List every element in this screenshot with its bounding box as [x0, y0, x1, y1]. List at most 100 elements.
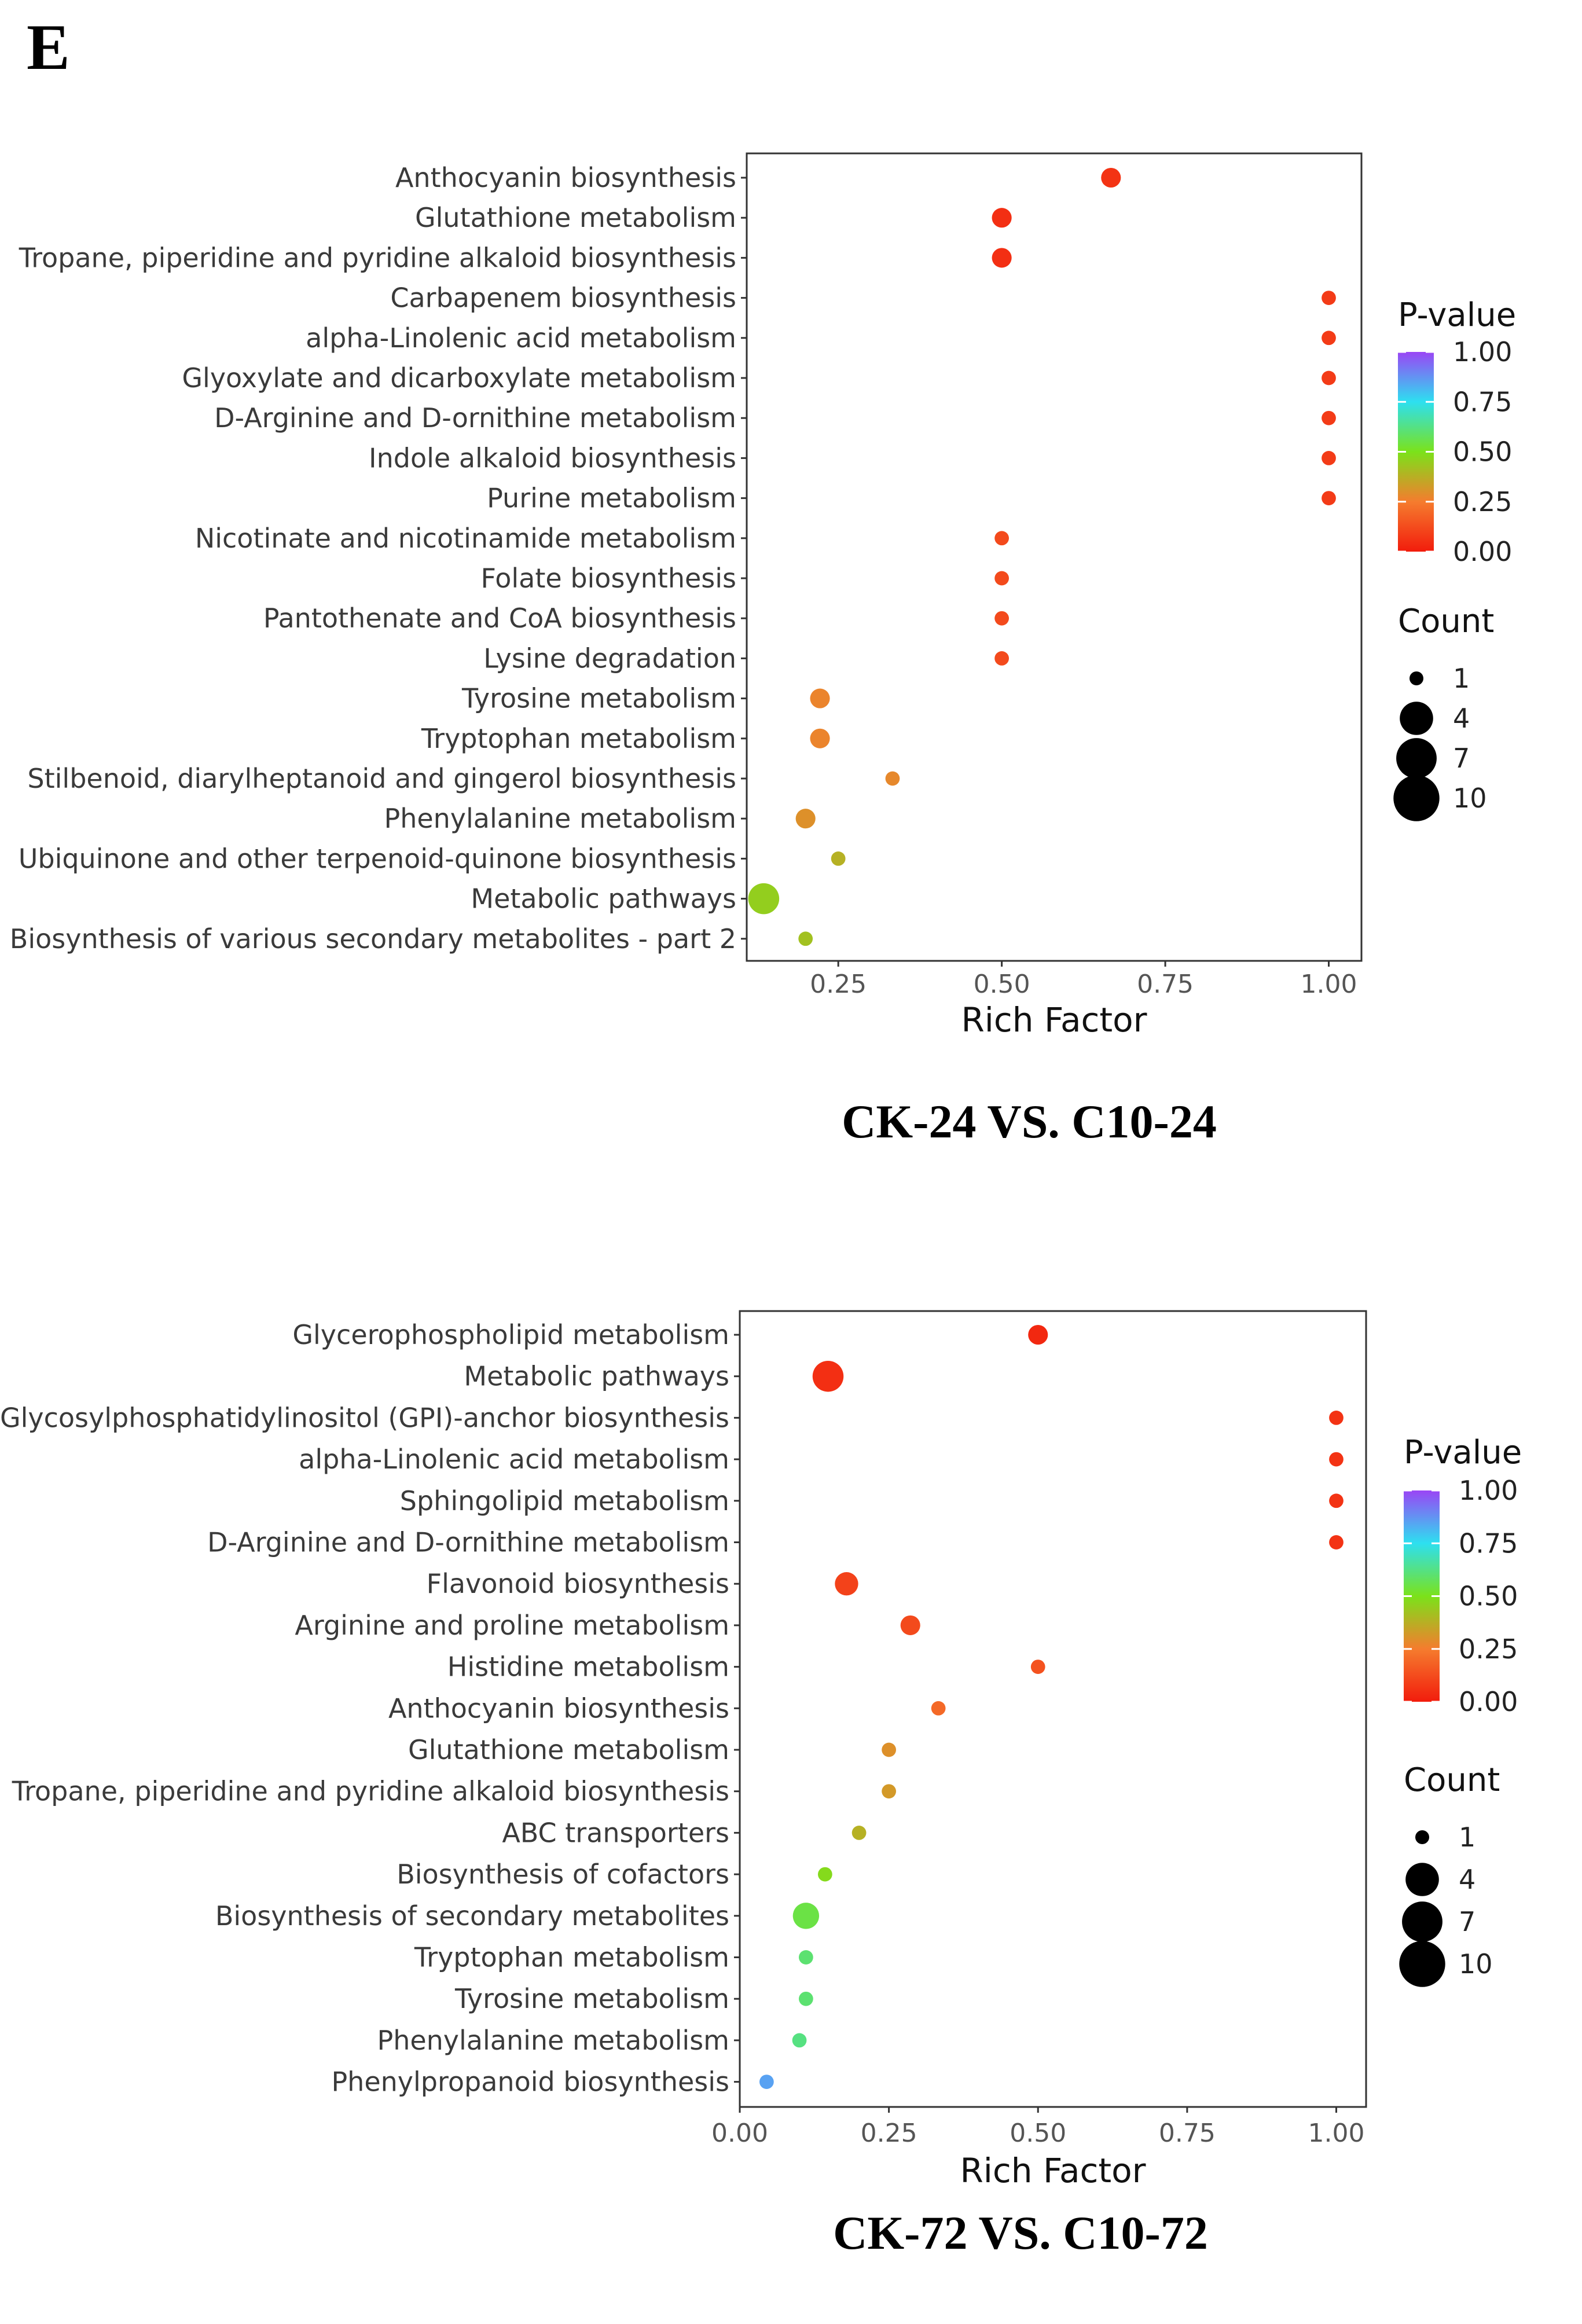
chart1-legend-count-dot [1400, 702, 1433, 735]
chart2-legend-count-dot [1402, 1901, 1442, 1942]
chart1-bubble [1322, 410, 1336, 425]
chart1-legend-count-label: 10 [1453, 783, 1487, 814]
chart2-bubble [759, 2075, 774, 2089]
chart1-bubble [1322, 370, 1336, 386]
chart2-category-label: Tropane, piperidine and pyridine alkaloi… [12, 1776, 729, 1807]
chart2-x-axis-label: Rich Factor [960, 2151, 1146, 2190]
chart1-legend-count-label: 7 [1453, 743, 1470, 774]
chart1-legend-count-dot [1393, 775, 1440, 821]
chart2-bubble [1028, 1324, 1048, 1345]
chart1-category-label: Stilbenoid, diarylheptanoid and gingerol… [27, 763, 736, 794]
chart1-category-label: Indole alkaloid biosynthesis [369, 442, 736, 473]
panel-label: E [27, 12, 70, 83]
chart1-legend-pvalue-label: 0.25 [1453, 486, 1512, 517]
chart2-legend-count-dot [1399, 1941, 1445, 1987]
chart1-category-label: Tryptophan metabolism [421, 723, 736, 754]
chart1-xtick-label: 0.75 [1137, 970, 1194, 999]
chart1-xtick-label: 0.50 [974, 970, 1030, 999]
chart2-legend-count-label: 1 [1459, 1822, 1475, 1853]
chart1-bubble [831, 851, 846, 866]
chart2-bubble [792, 1903, 820, 1929]
chart2-bubble [835, 1572, 858, 1596]
chart2-category-label: Histidine metabolism [447, 1651, 729, 1683]
chart1-category-label: Purine metabolism [487, 483, 736, 514]
chart1-category-label: Pantothenate and CoA biosynthesis [263, 603, 736, 634]
chart1-category-label: Folate biosynthesis [480, 563, 736, 594]
chart1-legend-pvalue-label: 0.50 [1453, 436, 1512, 468]
chart2-xtick-label: 0.50 [1010, 2119, 1066, 2148]
chart1-category-label: D-Arginine and D-ornithine metabolism [214, 402, 736, 434]
chart1-legend-pvalue-label: 0.00 [1453, 536, 1512, 567]
chart1-bubble [1322, 291, 1336, 305]
chart2-bubble [931, 1701, 946, 1716]
chart2-bubble [851, 1826, 867, 1840]
chart2-legend-pvalue-label: 0.00 [1459, 1686, 1518, 1717]
chart2-bubble [1329, 1411, 1344, 1425]
chart1-category-label: alpha-Linolenic acid metabolism [306, 322, 736, 354]
chart2-bubble [882, 1784, 896, 1799]
chart1-legend-count-label: 4 [1453, 703, 1470, 734]
chart2-legend-count-title: Count [1404, 1761, 1500, 1799]
chart2-legend-count-dot [1415, 1830, 1429, 1844]
chart2-xtick-label: 0.75 [1159, 2119, 1216, 2148]
chart1-bubble [1322, 491, 1336, 505]
chart2-category-label: Phenylpropanoid biosynthesis [331, 2066, 729, 2098]
chart2-category-label: Flavonoid biosynthesis [427, 1568, 729, 1599]
chart2-category-label: Arginine and proline metabolism [295, 1610, 729, 1641]
chart1-bubble [994, 651, 1009, 666]
chart2-legend-count-label: 7 [1459, 1906, 1475, 1937]
chart1-legend-count-label: 1 [1453, 663, 1470, 694]
chart2-bubble [792, 2033, 807, 2048]
chart2-bubble [882, 1742, 896, 1757]
chart1-bubble [798, 931, 813, 946]
chart1-bubble [1322, 451, 1336, 465]
chart2-bubble [1329, 1535, 1344, 1550]
chart1-bubble [795, 809, 816, 829]
chart1-category-label: Lysine degradation [483, 643, 736, 674]
chart1-category-label: Biosynthesis of various secondary metabo… [10, 923, 736, 954]
chart2-xtick-label: 1.00 [1308, 2119, 1364, 2148]
chart2-bubble [1329, 1452, 1344, 1467]
chart1-bubble [810, 688, 830, 708]
chart2-category-label: Glycosylphosphatidylinositol (GPI)-ancho… [0, 1402, 729, 1433]
chart2-legend-pvalue-label: 0.50 [1459, 1581, 1518, 1612]
chart1-bubble [1101, 167, 1121, 188]
chart2-category-label: Sphingolipid metabolism [400, 1485, 729, 1517]
chart2-title: CK-72 VS. C10-72 [833, 2206, 1208, 2259]
chart1-category-label: Phenylalanine metabolism [384, 803, 736, 834]
chart2-bubble [1030, 1660, 1045, 1674]
chart1-bubble [994, 571, 1009, 586]
chart1-xtick-label: 0.25 [810, 970, 867, 999]
chart1-category-label: Glyoxylate and dicarboxylate metabolism [182, 362, 736, 394]
chart1-legend-pvalue-label: 1.00 [1453, 336, 1512, 368]
chart2-xtick-label: 0.25 [861, 2119, 917, 2148]
chart2-bubble [900, 1615, 920, 1635]
chart2-bubble [799, 1991, 813, 2006]
chart2-bubble [799, 1950, 813, 1965]
chart2-legend-pvalue-label: 0.75 [1459, 1528, 1518, 1559]
chart1-bubble [992, 248, 1012, 268]
chart2-legend-pvalue-label: 0.25 [1459, 1633, 1518, 1665]
chart1-bubble [885, 771, 900, 786]
chart1-category-label: Anthocyanin biosynthesis [395, 162, 736, 193]
chart2-plot-frame [739, 1310, 1367, 2108]
chart2-category-label: Anthocyanin biosynthesis [388, 1692, 729, 1724]
chart2-category-label: Tryptophan metabolism [414, 1942, 729, 1973]
chart1-bubble [992, 208, 1012, 228]
chart1-category-label: Nicotinate and nicotinamide metabolism [195, 523, 736, 554]
chart2-bubble [817, 1867, 832, 1882]
chart1-legend-count-dot [1410, 671, 1423, 685]
chart2-category-label: D-Arginine and D-ornithine metabolism [207, 1527, 729, 1558]
chart2-category-label: Glutathione metabolism [408, 1734, 729, 1765]
chart1-bubble [810, 728, 830, 748]
chart1-category-label: Carbapenem biosynthesis [390, 282, 736, 314]
chart1-bubble [994, 611, 1009, 626]
chart1-xtick-label: 1.00 [1301, 970, 1357, 999]
chart1-category-label: Ubiquinone and other terpenoid-quinone b… [19, 843, 736, 874]
chart2-legend-pvalue-title: P-value [1404, 1434, 1522, 1471]
chart2-legend-count-label: 10 [1459, 1948, 1493, 1980]
chart1-legend-pvalue-label: 0.75 [1453, 386, 1512, 417]
chart2-category-label: ABC transporters [502, 1817, 729, 1848]
chart1-legend-pvalue-title: P-value [1398, 296, 1516, 334]
